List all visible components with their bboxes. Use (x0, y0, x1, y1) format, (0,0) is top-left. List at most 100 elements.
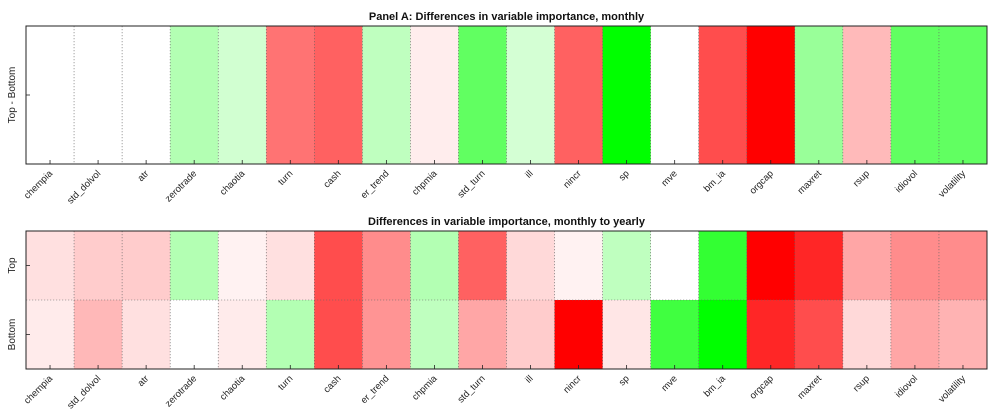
heatmap-cell-turn-1 (266, 26, 315, 165)
heatmap-cell-atr-2 (122, 300, 171, 370)
heatmap-cell-chempia-1 (26, 231, 75, 301)
x-tick-label: chpmia (410, 168, 440, 198)
x-tick-label: nincr (561, 168, 583, 190)
x-tick-label: maxret (796, 168, 825, 197)
heatmap-cell-sp-2 (602, 300, 652, 370)
x-tick-label: turn (276, 373, 295, 392)
x-tick-label: ill (523, 373, 535, 385)
x-tick-label: mve (659, 168, 679, 188)
x-tick-label: ill (523, 168, 535, 180)
heatmap-cell-bm_ia-2 (698, 300, 748, 370)
heatmap-cell-er_trend-1 (362, 26, 411, 165)
x-tick-label: er_trend (359, 373, 392, 406)
x-tick-label: atr (136, 373, 152, 389)
x-tick-label: turn (276, 168, 295, 187)
heatmap-cell-sp-1 (602, 26, 652, 165)
x-tick-label: chempia (22, 373, 56, 407)
heatmap-cell-mve-1 (650, 26, 700, 165)
heatmap-cell-turn-1 (266, 231, 315, 301)
x-tick-label: std_turn (456, 373, 488, 405)
heatmap-cell-cash-1 (314, 26, 363, 165)
heatmap-cell-std_dolvol-1 (74, 231, 123, 301)
heatmap-cell-er_trend-1 (362, 231, 411, 301)
heatmap-cell-maxret-1 (794, 26, 844, 165)
heatmap-cell-std_dolvol-1 (74, 26, 123, 165)
x-tick-label: chempia (22, 168, 56, 202)
heatmap-cell-chaotia-1 (218, 231, 267, 301)
heatmap-cell-std_turn-1 (458, 26, 507, 165)
heatmap-cell-er_trend-2 (362, 300, 411, 370)
x-tick-label: nincr (561, 373, 583, 395)
heatmap-cell-sp-1 (602, 231, 652, 301)
chart-title: Panel A: Differences in variable importa… (369, 11, 645, 23)
x-tick-label: chaotia (218, 168, 248, 198)
x-tick-label: std_turn (456, 168, 488, 200)
x-tick-label: mve (659, 373, 679, 393)
x-tick-label: cash (321, 373, 343, 395)
x-tick-label: er_trend (359, 168, 392, 201)
heatmap-cell-volatility-1 (938, 231, 988, 301)
heatmap-cell-ill-2 (506, 300, 555, 370)
x-tick-label: rsup (851, 168, 872, 189)
heatmap-cell-atr-1 (122, 26, 171, 165)
x-tick-label: idiovol (893, 373, 920, 400)
heatmap-cell-mve-2 (650, 300, 700, 370)
heatmap-cell-rsup-2 (842, 300, 892, 370)
heatmap-cell-cash-1 (314, 231, 363, 301)
y-tick-label: Bottom (7, 319, 18, 351)
heatmap-cell-idiovol-2 (890, 300, 940, 370)
panel-a-heatmap: Panel A: Differences in variable importa… (7, 11, 988, 206)
heatmap-cell-turn-2 (266, 300, 315, 370)
x-tick-label: chpmia (410, 373, 440, 403)
x-tick-label: orgcap (748, 168, 776, 196)
x-tick-label: atr (136, 168, 152, 184)
heatmap-cell-atr-1 (122, 231, 171, 301)
heatmap-cell-ill-1 (506, 231, 555, 301)
heatmap-cell-rsup-1 (842, 231, 892, 301)
heatmap-cell-mve-1 (650, 231, 700, 301)
heatmap-cell-volatility-2 (938, 300, 988, 370)
heatmap-cell-zerotrade-1 (170, 26, 219, 165)
heatmap-cell-maxret-2 (794, 300, 844, 370)
y-tick-label: Top (7, 257, 18, 274)
heatmap-cell-chpmia-1 (410, 26, 459, 165)
x-tick-label: sp (617, 373, 632, 388)
x-tick-label: zerotrade (163, 373, 199, 409)
y-tick-label: Top - Bottom (7, 67, 18, 124)
heatmap-cell-nincr-2 (554, 300, 603, 370)
x-tick-label: std_dolvol (65, 373, 103, 411)
x-tick-label: bm_ia (702, 168, 729, 195)
x-tick-label: rsup (851, 373, 872, 394)
x-tick-label: bm_ia (702, 373, 729, 400)
heatmap-cell-maxret-1 (794, 231, 844, 301)
heatmap-cell-rsup-1 (842, 26, 892, 165)
heatmap-cell-ill-1 (506, 26, 555, 165)
plot-frame (25, 230, 988, 370)
heatmap-cell-nincr-1 (554, 231, 603, 301)
heatmap-cell-zerotrade-2 (170, 300, 219, 370)
heatmap-cell-orgcap-1 (746, 231, 796, 301)
heatmap-cell-chempia-2 (26, 300, 75, 370)
heatmap-cell-chaotia-1 (218, 26, 267, 165)
x-tick-label: std_dolvol (65, 168, 103, 206)
x-tick-label: cash (321, 168, 343, 190)
x-tick-label: zerotrade (163, 168, 199, 204)
heatmap-cell-chempia-1 (26, 26, 75, 165)
heatmap-cell-zerotrade-1 (170, 231, 219, 301)
heatmap-cell-orgcap-2 (746, 300, 796, 370)
heatmap-cell-idiovol-1 (890, 231, 940, 301)
heatmap-cell-bm_ia-1 (698, 231, 748, 301)
chart-title: Differences in variable importance, mont… (368, 216, 646, 228)
x-tick-label: orgcap (748, 373, 776, 401)
heatmap-cell-bm_ia-1 (698, 26, 748, 165)
panel-b-heatmap: Differences in variable importance, mont… (7, 216, 988, 411)
heatmap-cell-cash-2 (314, 300, 363, 370)
heatmap-cell-orgcap-1 (746, 26, 796, 165)
heatmap-cell-std_turn-1 (458, 231, 507, 301)
x-tick-label: volatility (936, 168, 968, 200)
x-tick-label: idiovol (893, 168, 920, 195)
heatmap-cell-std_dolvol-2 (74, 300, 123, 370)
x-tick-label: maxret (796, 373, 825, 402)
